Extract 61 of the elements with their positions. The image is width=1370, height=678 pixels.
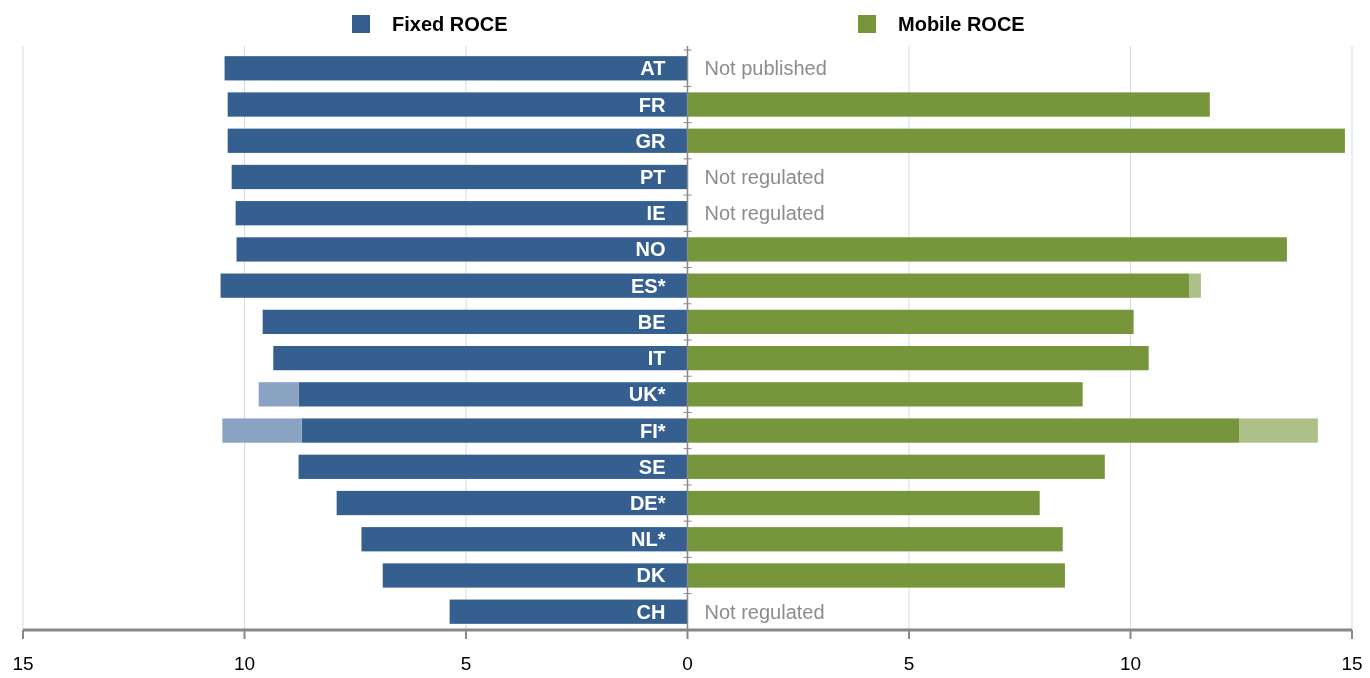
x-tick-label: 10 — [1119, 653, 1142, 674]
y-tick-label: NO — [635, 238, 666, 261]
y-tick-label: GR — [635, 129, 667, 152]
x-tick-label: 5 — [903, 653, 915, 674]
y-tick-label: ES* — [631, 274, 666, 297]
bar — [1188, 273, 1201, 298]
x-tick-label: 10 — [233, 653, 256, 674]
bar — [231, 164, 688, 190]
y-tick-label: BE — [637, 310, 666, 333]
bar — [258, 382, 299, 407]
bar — [220, 273, 688, 298]
bar — [687, 382, 1083, 407]
annotation: Not published — [704, 57, 827, 80]
bar — [687, 418, 1240, 443]
bar — [1239, 418, 1318, 443]
x-tick-label: 0 — [682, 653, 693, 674]
bar — [687, 309, 1134, 335]
bar — [687, 490, 1040, 516]
bar — [687, 237, 1287, 262]
bar — [361, 527, 688, 552]
bar — [336, 490, 688, 516]
y-tick-label: FR — [638, 93, 667, 116]
y-tick-label: PT — [639, 165, 666, 188]
x-tick-label: 5 — [460, 653, 472, 674]
bar — [687, 527, 1063, 552]
bar — [687, 345, 1149, 371]
y-tick-label: DK — [636, 564, 667, 587]
bar — [449, 599, 688, 624]
y-tick-label: FI* — [639, 419, 666, 442]
y-tick-label: NL* — [631, 528, 666, 551]
bar — [382, 563, 688, 588]
annotation: Not regulated — [704, 202, 825, 225]
bar — [227, 128, 688, 153]
bar — [687, 273, 1189, 298]
bar — [227, 92, 688, 117]
legend-label: Mobile ROCE — [898, 13, 1025, 35]
bar — [687, 128, 1345, 153]
bar — [235, 201, 688, 226]
bar — [222, 418, 302, 443]
bar — [687, 92, 1210, 117]
x-tick-label: 15 — [1341, 653, 1363, 674]
bar — [301, 418, 688, 443]
bar — [298, 454, 688, 479]
y-tick-label: IT — [647, 347, 666, 370]
y-tick-label: SE — [638, 455, 666, 478]
bar — [687, 563, 1065, 588]
y-tick-label: DE* — [629, 492, 666, 515]
bar — [298, 382, 688, 407]
x-tick-label: 15 — [12, 653, 34, 674]
bar — [224, 56, 688, 81]
bar — [273, 345, 688, 371]
annotation: Not regulated — [704, 165, 825, 188]
bar — [262, 309, 688, 335]
y-tick-label: IE — [646, 202, 666, 225]
bar — [236, 237, 688, 262]
y-tick-label: CH — [636, 600, 666, 623]
legend-label: Fixed ROCE — [392, 13, 508, 35]
y-tick-label: AT — [640, 57, 666, 80]
y-tick-label: UK* — [628, 383, 666, 406]
bar — [687, 454, 1105, 479]
annotation: Not regulated — [704, 600, 825, 623]
